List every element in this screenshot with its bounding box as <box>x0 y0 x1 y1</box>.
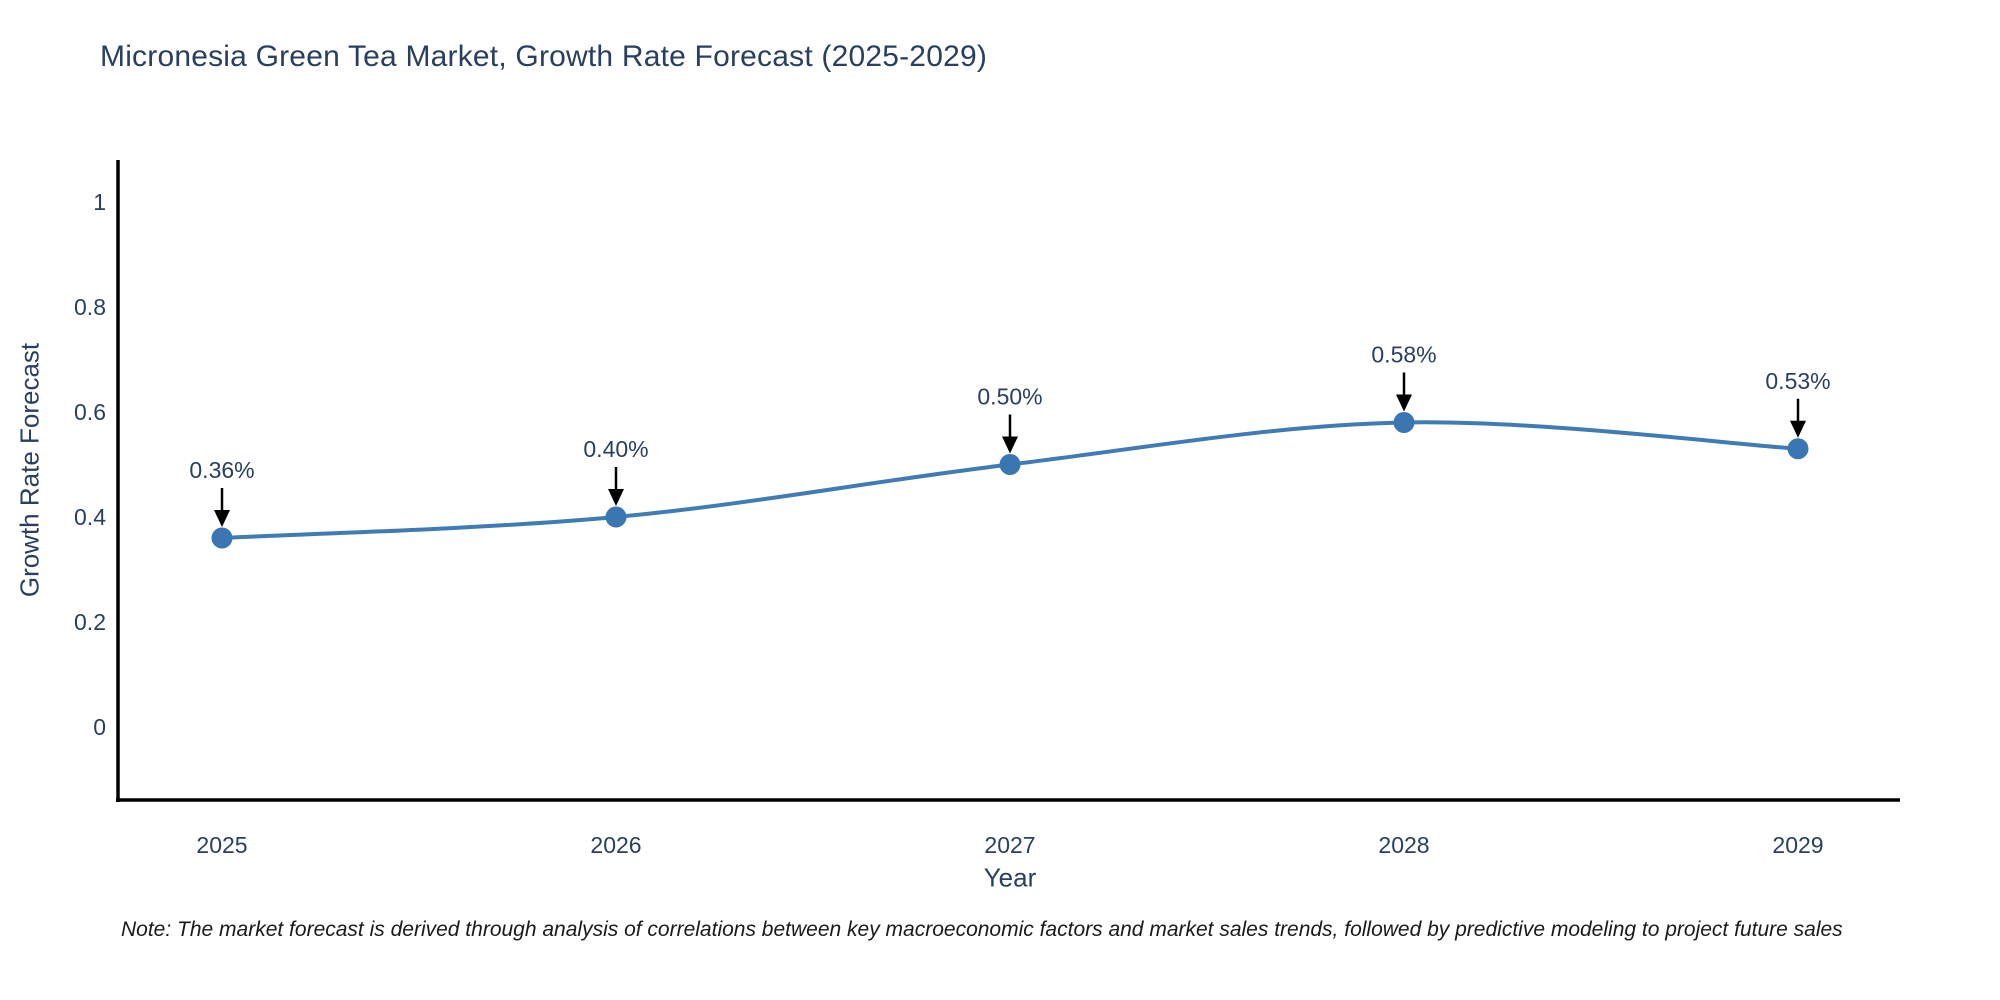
data-point-marker <box>1393 412 1415 433</box>
chart-title: Micronesia Green Tea Market, Growth Rate… <box>100 40 988 73</box>
annotation-label: 0.58% <box>1371 342 1436 368</box>
annotation-arrowhead <box>1002 436 1018 454</box>
x-axis-title: Year <box>983 862 1037 893</box>
y-tick-label: 0.8 <box>74 294 106 320</box>
x-tick-label: 2027 <box>984 832 1035 858</box>
x-tick-label: 2028 <box>1378 832 1429 858</box>
footnote: Note: The market forecast is derived thr… <box>121 918 1843 941</box>
annotation-label: 0.50% <box>977 384 1042 410</box>
annotation-arrowhead <box>214 510 230 527</box>
y-tick-label: 1 <box>93 189 106 215</box>
annotation-label: 0.36% <box>189 457 254 483</box>
data-point-marker <box>999 454 1021 475</box>
annotation-arrowhead <box>608 489 624 506</box>
y-tick-label: 0.4 <box>74 504 106 530</box>
annotation-label: 0.53% <box>1765 368 1830 394</box>
x-tick-label: 2026 <box>590 832 641 858</box>
x-tick-label: 2029 <box>1772 832 1823 858</box>
y-axis-title: Growth Rate Forecast <box>14 342 45 598</box>
data-point-marker <box>605 506 627 528</box>
y-tick-label: 0.6 <box>74 399 106 425</box>
annotation-arrowhead <box>1396 394 1412 412</box>
y-tick-label: 0 <box>93 714 106 740</box>
annotation-label: 0.40% <box>583 436 648 462</box>
y-tick-label: 0.2 <box>74 609 106 635</box>
annotation-arrowhead <box>1790 420 1806 438</box>
data-point-marker <box>211 527 233 549</box>
x-tick-label: 2025 <box>196 832 247 858</box>
data-point-marker <box>1787 438 1809 460</box>
